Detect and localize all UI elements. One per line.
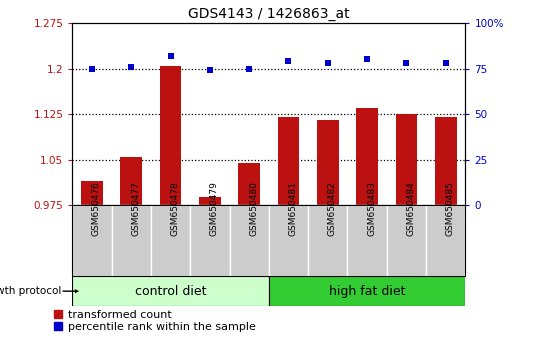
Point: [324, 60, 332, 66]
Point: [166, 53, 175, 59]
Bar: [269, 205, 308, 276]
Bar: [387, 205, 426, 276]
Text: GSM650484: GSM650484: [407, 182, 416, 236]
Bar: [72, 276, 269, 306]
Point: [127, 64, 135, 70]
Title: GDS4143 / 1426863_at: GDS4143 / 1426863_at: [188, 7, 350, 21]
Point: [363, 57, 371, 62]
Text: control diet: control diet: [135, 285, 207, 298]
Point: [245, 66, 254, 72]
Point: [205, 68, 214, 73]
Bar: [308, 205, 348, 276]
Bar: [151, 205, 190, 276]
Bar: [120, 157, 142, 205]
Text: GSM650480: GSM650480: [249, 181, 258, 236]
Text: high fat diet: high fat diet: [329, 285, 406, 298]
Bar: [230, 205, 269, 276]
Bar: [356, 108, 378, 205]
Bar: [81, 181, 103, 205]
Point: [88, 66, 96, 72]
Bar: [435, 117, 456, 205]
Bar: [278, 117, 299, 205]
Bar: [348, 205, 387, 276]
Point: [441, 60, 450, 66]
Bar: [112, 205, 151, 276]
Text: GSM650479: GSM650479: [210, 181, 219, 236]
Text: GSM650482: GSM650482: [328, 182, 337, 236]
Bar: [239, 163, 260, 205]
Text: GSM650485: GSM650485: [446, 181, 455, 236]
Bar: [160, 65, 181, 205]
Bar: [190, 205, 230, 276]
Text: growth protocol: growth protocol: [0, 286, 62, 296]
Bar: [269, 276, 465, 306]
Bar: [317, 120, 339, 205]
Text: GSM650477: GSM650477: [131, 181, 140, 236]
Text: GSM650476: GSM650476: [92, 181, 101, 236]
Point: [402, 60, 411, 66]
Bar: [396, 114, 417, 205]
Point: [284, 58, 293, 64]
Text: GSM650481: GSM650481: [288, 181, 297, 236]
Bar: [426, 205, 465, 276]
Legend: transformed count, percentile rank within the sample: transformed count, percentile rank withi…: [54, 310, 256, 332]
Text: GSM650478: GSM650478: [171, 181, 180, 236]
Text: GSM650483: GSM650483: [367, 181, 376, 236]
Bar: [199, 198, 220, 205]
Bar: [72, 205, 112, 276]
